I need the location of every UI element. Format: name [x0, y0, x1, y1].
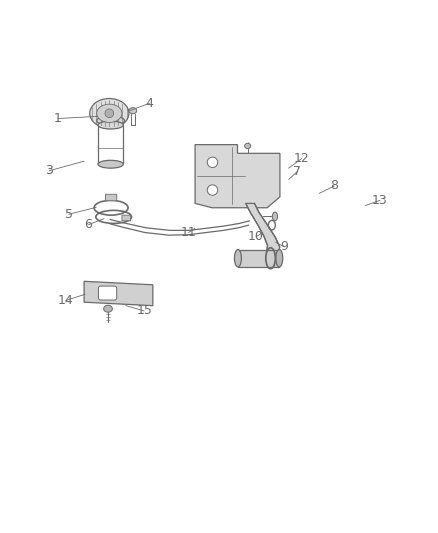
- Text: 8: 8: [330, 180, 338, 192]
- FancyBboxPatch shape: [106, 194, 117, 201]
- Ellipse shape: [90, 99, 129, 128]
- Ellipse shape: [98, 121, 123, 129]
- Circle shape: [207, 157, 218, 167]
- Ellipse shape: [97, 116, 124, 125]
- Text: 7: 7: [293, 165, 301, 178]
- Text: 5: 5: [65, 208, 73, 221]
- Ellipse shape: [97, 104, 122, 123]
- Text: 3: 3: [45, 164, 53, 177]
- Ellipse shape: [234, 249, 241, 267]
- Text: 6: 6: [85, 218, 92, 231]
- FancyBboxPatch shape: [99, 286, 117, 300]
- Text: 9: 9: [280, 240, 288, 253]
- Text: 15: 15: [136, 304, 152, 317]
- Ellipse shape: [272, 212, 278, 221]
- Circle shape: [207, 185, 218, 195]
- Text: 11: 11: [180, 226, 196, 239]
- Text: 10: 10: [248, 230, 264, 244]
- Ellipse shape: [245, 143, 251, 149]
- Text: 4: 4: [145, 97, 153, 110]
- Text: 13: 13: [372, 194, 388, 207]
- FancyBboxPatch shape: [122, 215, 131, 221]
- Polygon shape: [238, 249, 279, 267]
- Circle shape: [105, 109, 114, 118]
- Polygon shape: [84, 281, 153, 305]
- Ellipse shape: [98, 160, 123, 168]
- Text: 1: 1: [54, 112, 62, 125]
- Text: 12: 12: [294, 152, 310, 165]
- Ellipse shape: [129, 108, 137, 114]
- Ellipse shape: [104, 305, 113, 312]
- Polygon shape: [195, 144, 280, 208]
- Ellipse shape: [276, 249, 283, 267]
- Polygon shape: [237, 204, 280, 264]
- Text: 14: 14: [58, 294, 74, 307]
